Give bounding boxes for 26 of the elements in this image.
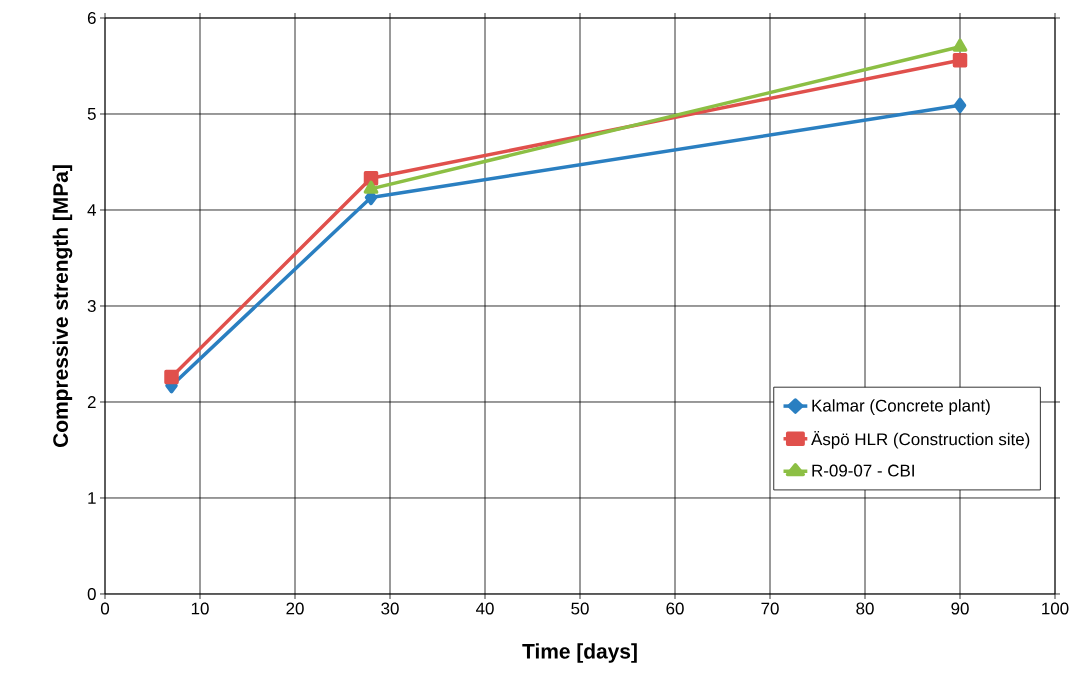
legend-label: Äspö HLR (Construction site) [811, 430, 1030, 449]
y-tick-label: 4 [87, 204, 96, 216]
x-tick-label: 100 [1042, 602, 1069, 615]
legend-label: R-09-07 - CBI [812, 464, 914, 477]
x-tick-label: 10 [191, 602, 209, 615]
y-axis-title: Compressive strength [MPa] [52, 165, 73, 447]
x-tick-label: 70 [761, 602, 779, 615]
y-tick-label: 1 [88, 492, 96, 504]
y-tick-label: 6 [87, 11, 96, 24]
x-tick-label: 50 [571, 602, 589, 615]
legend-label: Kalmar (Concrete plant) [812, 399, 990, 415]
x-tick-label: 80 [856, 602, 874, 615]
x-tick-label: 60 [666, 602, 684, 615]
y-tick-label: 5 [87, 108, 96, 120]
x-axis-title: Time [days] [522, 643, 637, 663]
x-tick-label: 40 [475, 602, 494, 615]
y-tick-label: 3 [87, 299, 96, 312]
x-tick-label: 0 [100, 602, 110, 615]
point [164, 369, 179, 385]
y-tick-label: 0 [87, 587, 96, 600]
x-tick-label: 90 [951, 602, 969, 615]
x-tick-label: 20 [286, 602, 304, 615]
x-tick-label: 30 [381, 602, 399, 615]
point [952, 52, 968, 68]
point [953, 97, 967, 114]
y-tick-label: 2 [87, 396, 96, 408]
